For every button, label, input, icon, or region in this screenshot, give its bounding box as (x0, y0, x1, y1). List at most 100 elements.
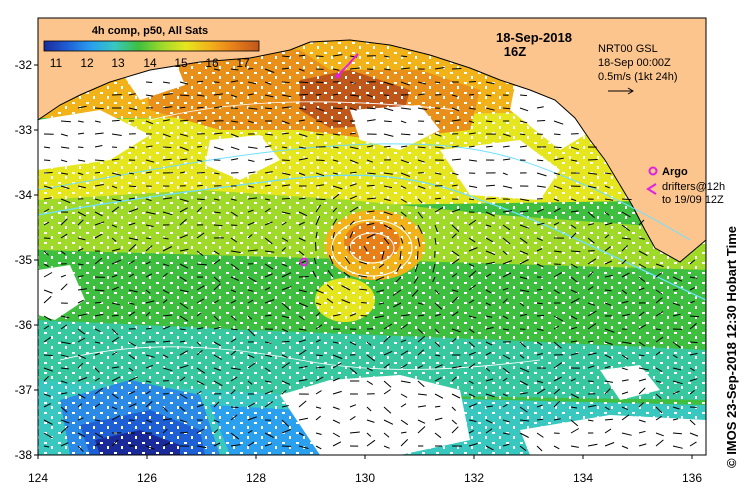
current-vector (366, 380, 373, 386)
current-vector (604, 366, 611, 369)
current-vector (247, 354, 255, 359)
current-vector (672, 406, 680, 410)
current-vector (213, 211, 221, 214)
current-vector (349, 146, 359, 150)
current-vector (332, 207, 338, 213)
current-vector (468, 351, 476, 356)
lon-label: 128 (246, 471, 266, 485)
current-vector (298, 157, 308, 161)
current-vector (298, 211, 308, 217)
current-vector (111, 439, 119, 447)
current-vector (434, 172, 442, 175)
current-vector (341, 285, 351, 291)
current-vector (359, 288, 368, 291)
current-vector (451, 311, 459, 317)
current-vector (315, 289, 324, 294)
current-vector (111, 172, 122, 176)
current-vector (383, 323, 393, 330)
current-vector (587, 271, 594, 278)
current-vector (655, 380, 662, 383)
current-vector (553, 362, 563, 369)
current-vector (179, 406, 186, 412)
current-vector (570, 289, 579, 294)
ssh-contour (149, 101, 461, 121)
current-vector (587, 211, 595, 218)
current-vector (162, 133, 171, 138)
current-vector (341, 299, 351, 304)
current-vector (281, 172, 291, 176)
current-vector (672, 288, 679, 291)
current-vector (536, 302, 543, 305)
current-vector (313, 257, 317, 265)
current-vector (111, 406, 118, 410)
current-vector (485, 419, 494, 424)
current-vector (94, 419, 100, 422)
current-vector (502, 250, 508, 255)
current-vector (179, 171, 186, 174)
lat-label: -34 (15, 188, 33, 202)
current-vector (366, 432, 372, 437)
current-vector (519, 276, 528, 280)
current-vector (94, 387, 104, 395)
current-vector (162, 354, 169, 358)
current-vector (400, 224, 406, 231)
current-vector (349, 195, 358, 200)
current-vector (77, 263, 84, 266)
current-vector (655, 311, 664, 317)
current-vector (587, 159, 598, 161)
current-vector (247, 234, 253, 239)
current-vector (604, 289, 612, 292)
current-vector (400, 185, 407, 189)
current-vector (264, 390, 274, 395)
current-vector (358, 275, 368, 278)
current-vector (179, 248, 189, 252)
current-vector (621, 237, 631, 240)
current-vector (689, 352, 698, 356)
current-vector (570, 393, 579, 399)
current-vector (128, 237, 139, 241)
current-vector (604, 428, 612, 434)
current-vector (196, 250, 204, 257)
current-vector (298, 302, 308, 308)
current-vector (179, 364, 189, 369)
current-vector (43, 336, 51, 343)
current-vector (230, 432, 240, 440)
current-vector (366, 145, 374, 148)
current-vector (451, 258, 460, 265)
current-vector (111, 133, 122, 136)
current-vector (230, 211, 238, 217)
current-vector (349, 341, 357, 346)
current-vector (553, 325, 560, 330)
current-vector (179, 94, 190, 97)
current-vector (638, 276, 646, 283)
current-vector (519, 107, 529, 112)
current-vector (60, 367, 69, 370)
current-vector (298, 107, 307, 110)
current-vector (587, 365, 595, 369)
current-vector (621, 259, 627, 265)
current-vector (621, 445, 629, 449)
current-vector (383, 224, 392, 230)
current-vector (298, 379, 308, 382)
current-vector (570, 276, 578, 283)
current-vector (485, 315, 493, 318)
current-vector (145, 327, 152, 330)
current-vector (383, 68, 391, 71)
current-vector (162, 119, 170, 122)
current-vector (332, 362, 342, 369)
current-vector (689, 378, 698, 382)
lat-label: -37 (15, 383, 33, 397)
current-vector (536, 159, 544, 162)
current-vector (536, 263, 544, 268)
current-vector (553, 376, 562, 382)
current-vector (400, 81, 410, 86)
ssh-contour (59, 346, 541, 370)
current-vector (485, 378, 494, 382)
current-vector (281, 380, 291, 385)
current-vector (281, 184, 290, 187)
current-vector (417, 328, 424, 335)
current-vector (400, 393, 408, 398)
current-vector (213, 401, 220, 408)
current-vector (281, 132, 289, 135)
current-vector (604, 388, 611, 395)
